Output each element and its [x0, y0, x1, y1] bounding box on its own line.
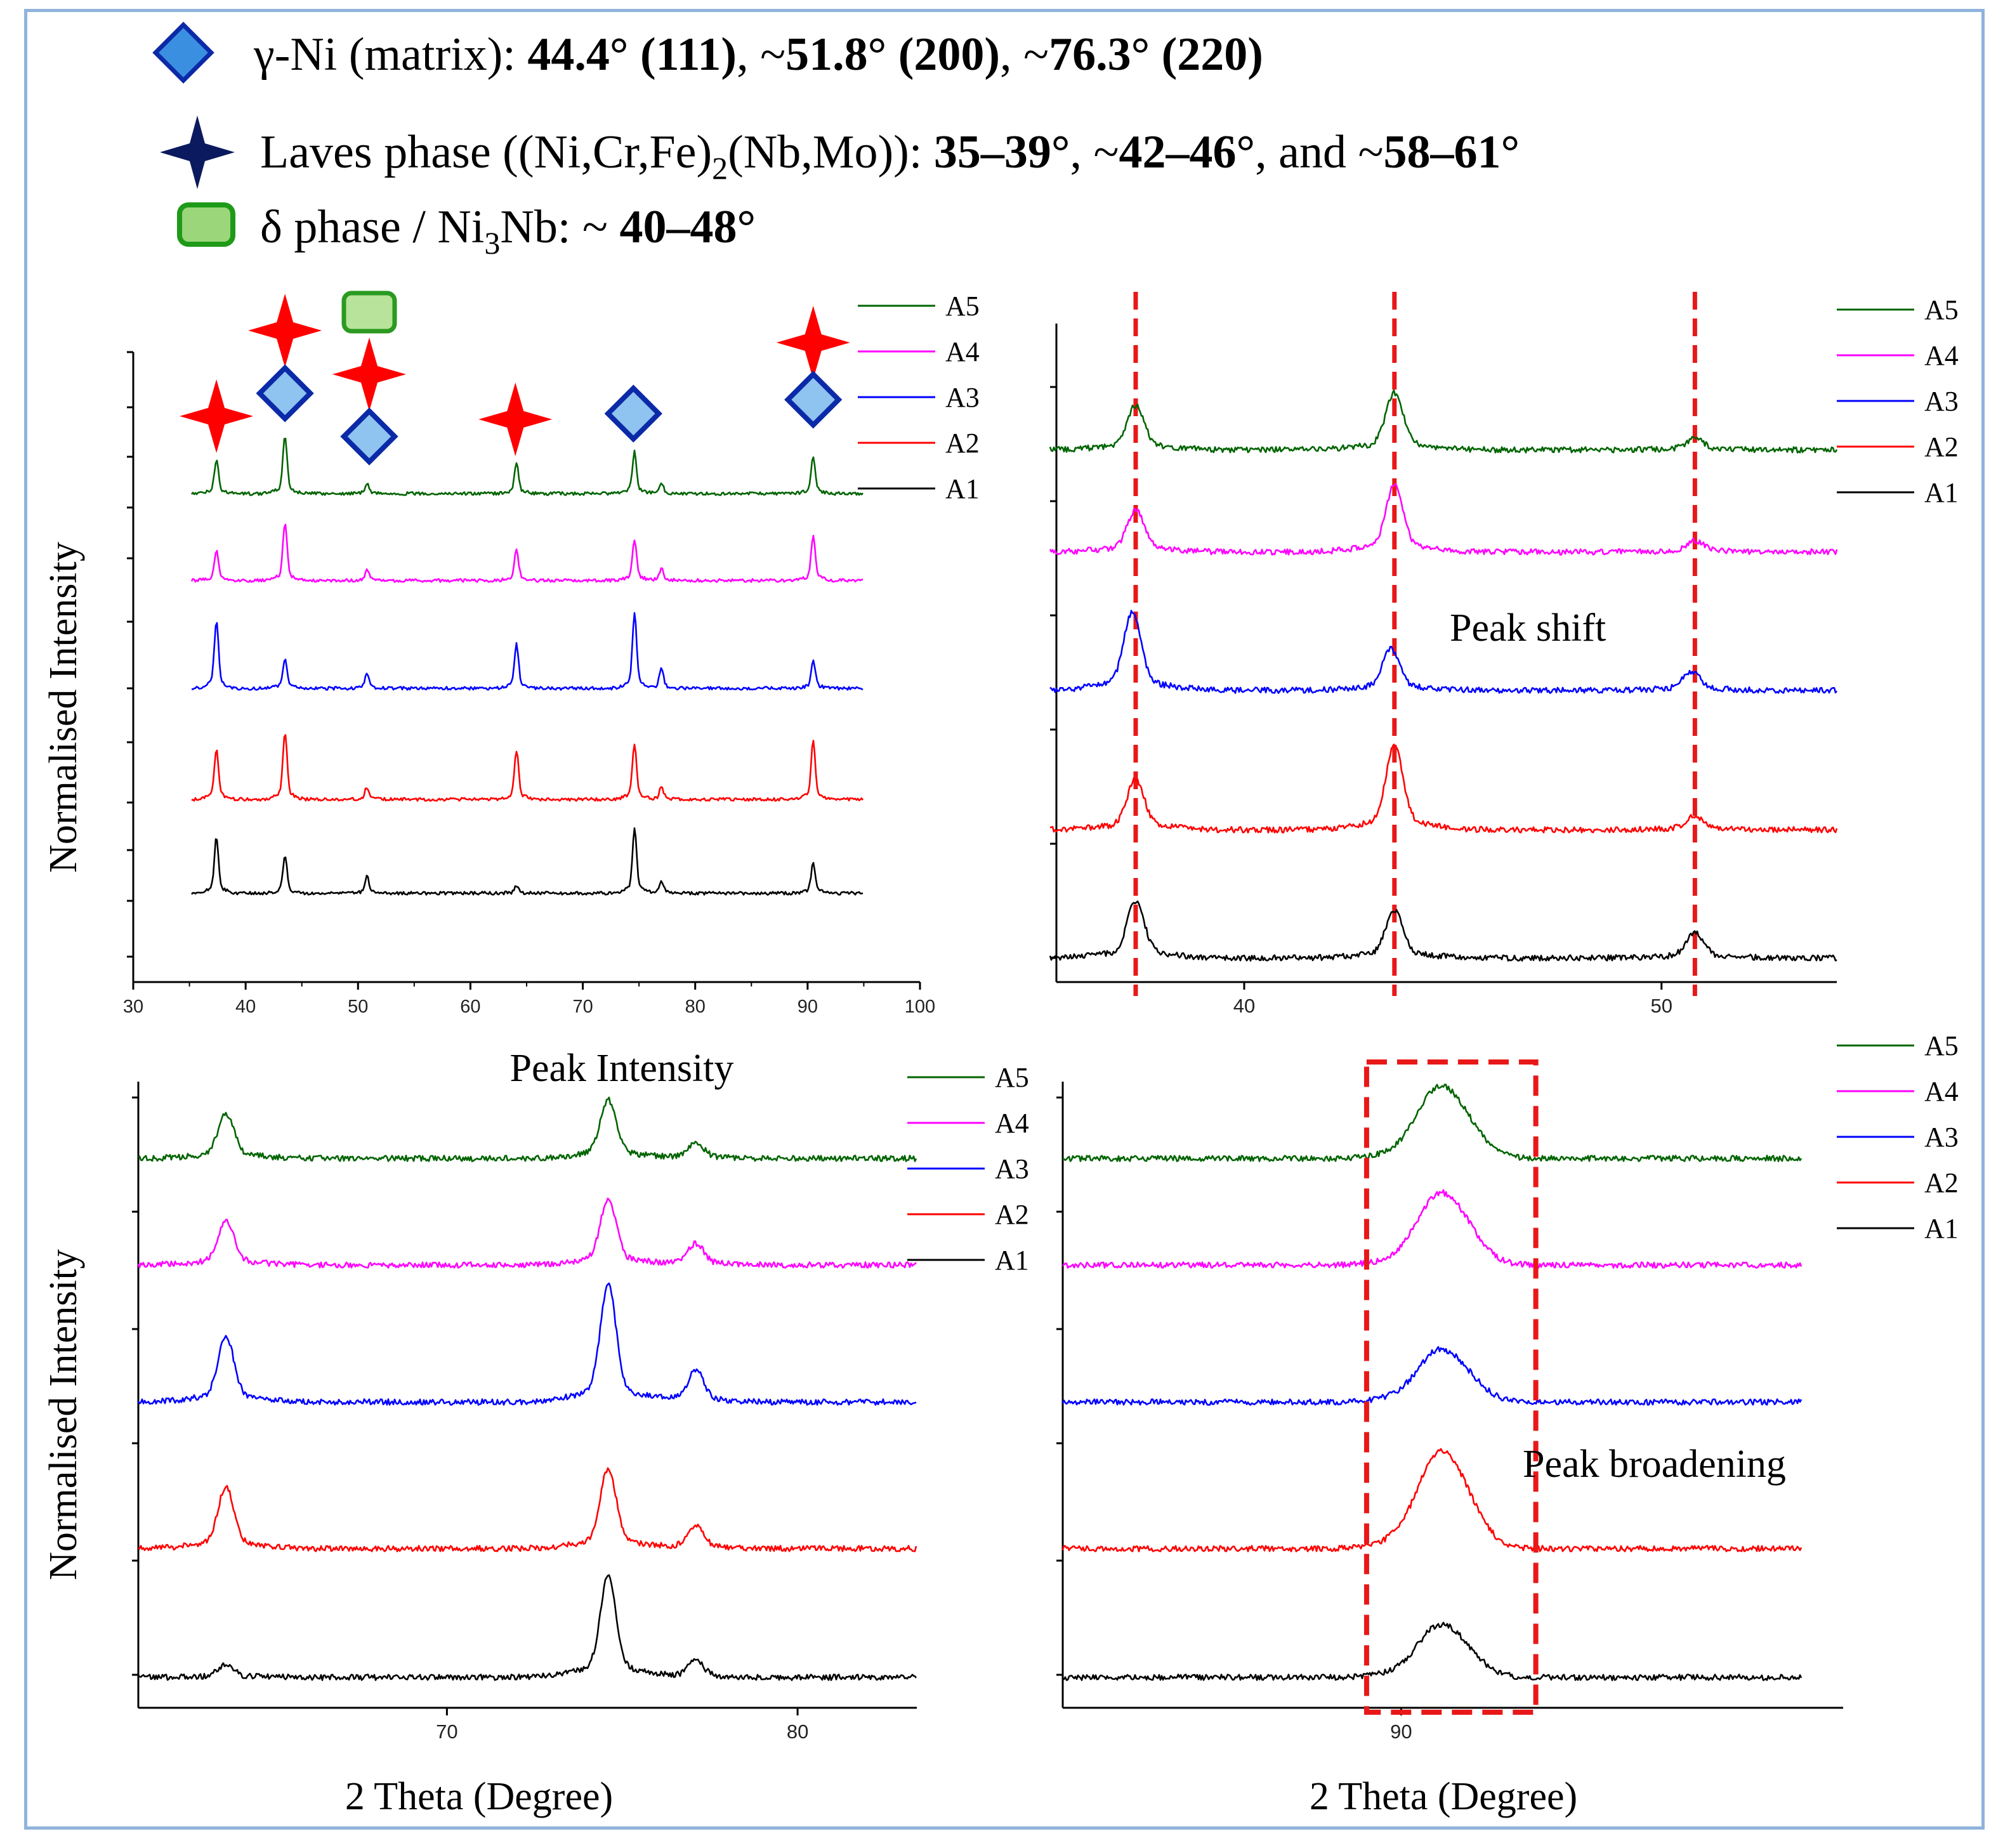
legend: γ-Ni (matrix): 44.4° (111), ~51.8° (200)…	[152, 22, 1520, 261]
tl-series-a4	[190, 523, 864, 583]
tl-series-a2	[191, 734, 864, 802]
br-axes: 90	[1056, 1082, 1843, 1743]
tl-x-tick-label: 70	[572, 997, 593, 1017]
bl-series-a1	[138, 1574, 917, 1681]
tr-axes: 40 50	[1050, 324, 1837, 1017]
laves-star-marker	[332, 337, 406, 411]
tl-series-a3	[191, 612, 864, 691]
peak-shift-note: Peak shift	[1450, 606, 1606, 650]
br-series-a1	[1062, 1622, 1803, 1681]
bl-legend: A5 A4 A3 A2 A1	[907, 1062, 1029, 1276]
panel-peak-shift: 40 50 A5 A4 A3 A2 A1 Peak shift	[1049, 292, 1959, 1017]
tr-series-a1	[1049, 900, 1837, 962]
br-series-a4	[1062, 1189, 1803, 1269]
gamma-diamond-marker	[340, 407, 398, 466]
tr-series-a2	[1049, 744, 1838, 834]
br-x-tick-label: 90	[1390, 1720, 1412, 1743]
tr-x-tick-label: 50	[1651, 995, 1672, 1017]
tl-series-a5	[190, 437, 864, 496]
br-series-a2	[1061, 1448, 1803, 1552]
tr-legend: A5 A4 A3 A2 A1	[1837, 294, 1959, 508]
xlabel-br: 2 Theta (Degree)	[1310, 1775, 1577, 1818]
delta-legend-text: δ phase / Ni3Nb: ~ 40–48°	[260, 201, 756, 261]
bl-legend-label-a4: A4	[995, 1108, 1029, 1139]
laves-legend-text: Laves phase ((Ni,Cr,Fe)2(Nb,Mo)): 35–39°…	[260, 126, 1520, 186]
delta-box-marker	[341, 291, 397, 334]
tl-legend-label-a5: A5	[945, 291, 980, 322]
laves-star-marker	[248, 294, 322, 367]
panel-overview: 30 40 50 60 70 80 90 100 A5 A4 A3 A2 A1 Peak Intens…	[42, 291, 980, 1090]
bl-legend-label-a5: A5	[995, 1062, 1029, 1093]
tr-legend-label-a5: A5	[1924, 294, 1959, 325]
tl-series-a1	[191, 827, 864, 896]
bl-series-a4	[137, 1197, 917, 1269]
bl-x-tick-label: 70	[436, 1720, 457, 1743]
bl-legend-label-a1: A1	[995, 1245, 1029, 1276]
br-legend-label-a3: A3	[1924, 1122, 1959, 1153]
broadening-highlight-box	[1363, 1059, 1539, 1715]
ylabel-top: Normalised Intensity	[42, 542, 85, 873]
tl-x-tick-label: 50	[348, 997, 368, 1017]
tr-legend-label-a4: A4	[1924, 340, 1959, 371]
delta-box-icon	[177, 202, 235, 247]
tl-x-tick-label: 90	[798, 997, 818, 1017]
panel-zoom-60-83: 70 80 A5 A4 A3 A2 A1 2 Theta (Degree) Normali…	[42, 1062, 1029, 1818]
tl-x-tick-label: 80	[685, 997, 706, 1017]
br-traces	[1061, 1084, 1803, 1681]
bl-series-a3	[137, 1282, 917, 1406]
br-legend-label-a2: A2	[1924, 1167, 1959, 1198]
panel-peak-broadening: 90 A5 A4 A3 A2 A1 Peak broadening 2 Theta (D…	[1056, 1030, 1959, 1818]
tl-legend-label-a3: A3	[945, 382, 980, 413]
laves-star-marker	[478, 383, 553, 456]
laves-star-icon	[160, 115, 235, 189]
tr-x-tick-label: 40	[1233, 995, 1255, 1017]
gamma-diamond-marker	[604, 384, 662, 443]
tr-legend-label-a1: A1	[1924, 477, 1959, 508]
bl-legend-label-a2: A2	[995, 1199, 1029, 1230]
laves-star-marker	[776, 306, 850, 379]
tr-legend-label-a3: A3	[1924, 386, 1959, 417]
bl-x-tick-label: 80	[787, 1720, 808, 1743]
tl-phase-markers	[180, 291, 850, 466]
bl-legend-label-a3: A3	[995, 1153, 1029, 1184]
bl-series-a5	[138, 1096, 917, 1162]
tl-x-tick-label: 60	[460, 997, 480, 1017]
xlabel-bl: 2 Theta (Degree)	[345, 1775, 613, 1818]
tl-legend-label-a1: A1	[945, 473, 980, 504]
tr-dashed-lines	[1133, 292, 1697, 996]
br-series-a3	[1061, 1346, 1803, 1406]
laves-star-marker	[180, 379, 254, 453]
tl-x-tick-label: 40	[235, 997, 256, 1017]
br-legend: A5 A4 A3 A2 A1	[1837, 1030, 1959, 1244]
peak-broadening-note: Peak broadening	[1523, 1443, 1786, 1486]
br-dashed-box	[1363, 1059, 1539, 1715]
tl-x-tick-label: 100	[905, 997, 935, 1017]
ylabel-bottom: Normalised Intensity	[42, 1249, 85, 1580]
tr-series-a3	[1049, 610, 1837, 694]
bl-series-a2	[138, 1467, 917, 1552]
br-legend-label-a1: A1	[1924, 1213, 1959, 1244]
tr-series-a5	[1049, 389, 1838, 454]
tl-legend: A5 A4 A3 A2 A1	[858, 291, 980, 504]
gamma-diamond-marker	[784, 370, 843, 429]
tl-x-tick-label: 30	[123, 997, 143, 1017]
tl-traces	[190, 437, 864, 896]
gamma-legend-text: γ-Ni (matrix): 44.4° (111), ~51.8° (200)…	[253, 29, 1263, 81]
tl-legend-label-a2: A2	[945, 428, 980, 459]
tr-traces	[1049, 389, 1838, 962]
br-legend-label-a5: A5	[1924, 1030, 1959, 1061]
bl-axes: 70 80	[132, 1082, 917, 1743]
tr-legend-label-a2: A2	[1924, 431, 1959, 462]
tl-legend-label-a4: A4	[945, 336, 980, 367]
br-series-a5	[1062, 1084, 1803, 1162]
gamma-diamond-marker	[256, 364, 314, 423]
gamma-ni-diamond-icon	[152, 22, 214, 84]
bl-traces	[137, 1096, 917, 1681]
br-legend-label-a4: A4	[1924, 1076, 1959, 1107]
figure-frame	[24, 9, 1985, 1830]
tr-series-a4	[1049, 483, 1838, 556]
tl-axes: 30 40 50 60 70 80 90 100	[123, 351, 935, 1017]
tl-xlabel: Peak Intensity	[510, 1047, 734, 1090]
